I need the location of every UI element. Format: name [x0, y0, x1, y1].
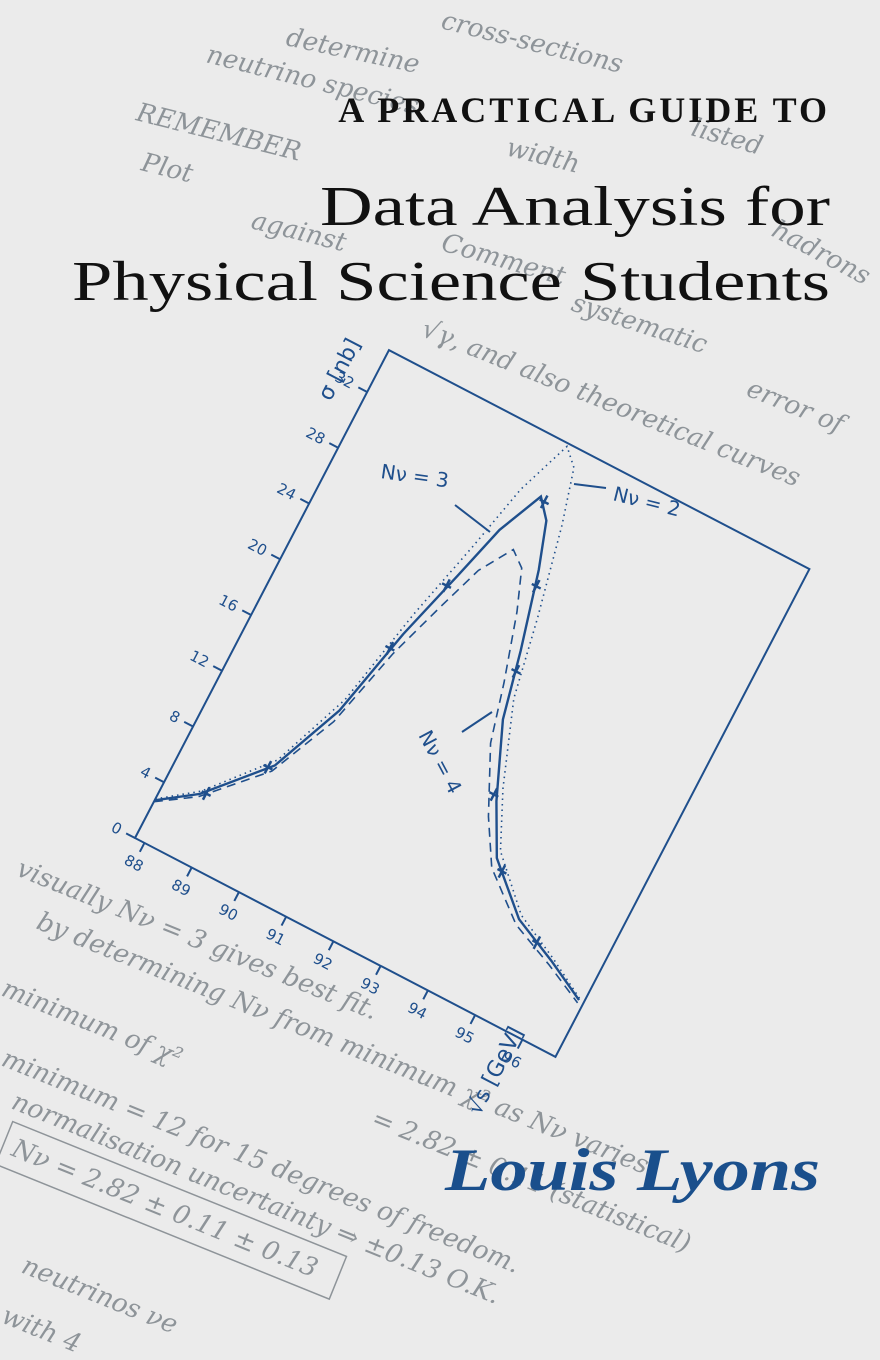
x-tick: [186, 867, 193, 877]
arrow: [461, 711, 493, 733]
result-box: [0, 1120, 348, 1301]
title-line: Data Analysis for: [320, 176, 830, 238]
y-tick: [270, 553, 281, 561]
measurement: [384, 641, 395, 656]
measurement: [531, 935, 542, 950]
curve: [153, 548, 579, 1004]
measurement: [510, 664, 521, 679]
curve: [154, 494, 580, 1001]
measurement: [531, 579, 542, 594]
y-tick: [183, 720, 194, 728]
y-tick: [212, 665, 223, 672]
x-tick: [422, 990, 429, 1000]
measurement: [496, 864, 507, 879]
y-tick: [154, 776, 165, 784]
x-tick: [233, 891, 240, 902]
measurement: [488, 787, 499, 802]
x-tick: [469, 1014, 477, 1025]
x-tick: [327, 940, 335, 951]
x-tick: [138, 842, 146, 853]
measurement: [539, 495, 550, 509]
author: Louis Lyons: [444, 1137, 820, 1203]
x-tick: [375, 965, 382, 976]
y-tick: [299, 497, 310, 505]
x-tick: [280, 916, 288, 927]
arrow: [454, 504, 491, 533]
x-tick: [516, 1039, 524, 1049]
measurement: [262, 760, 273, 775]
y-tick: [328, 442, 339, 449]
measurement: [201, 786, 212, 801]
title-line: Physical Science Students: [72, 251, 830, 313]
y-tick: [125, 832, 136, 839]
plot-frame: [133, 348, 811, 1059]
series-label: A PRACTICAL GUIDE TO: [338, 90, 830, 130]
y-tick: [357, 386, 368, 393]
measurement: [441, 578, 452, 593]
arrow: [573, 483, 607, 489]
y-tick: [241, 609, 252, 616]
